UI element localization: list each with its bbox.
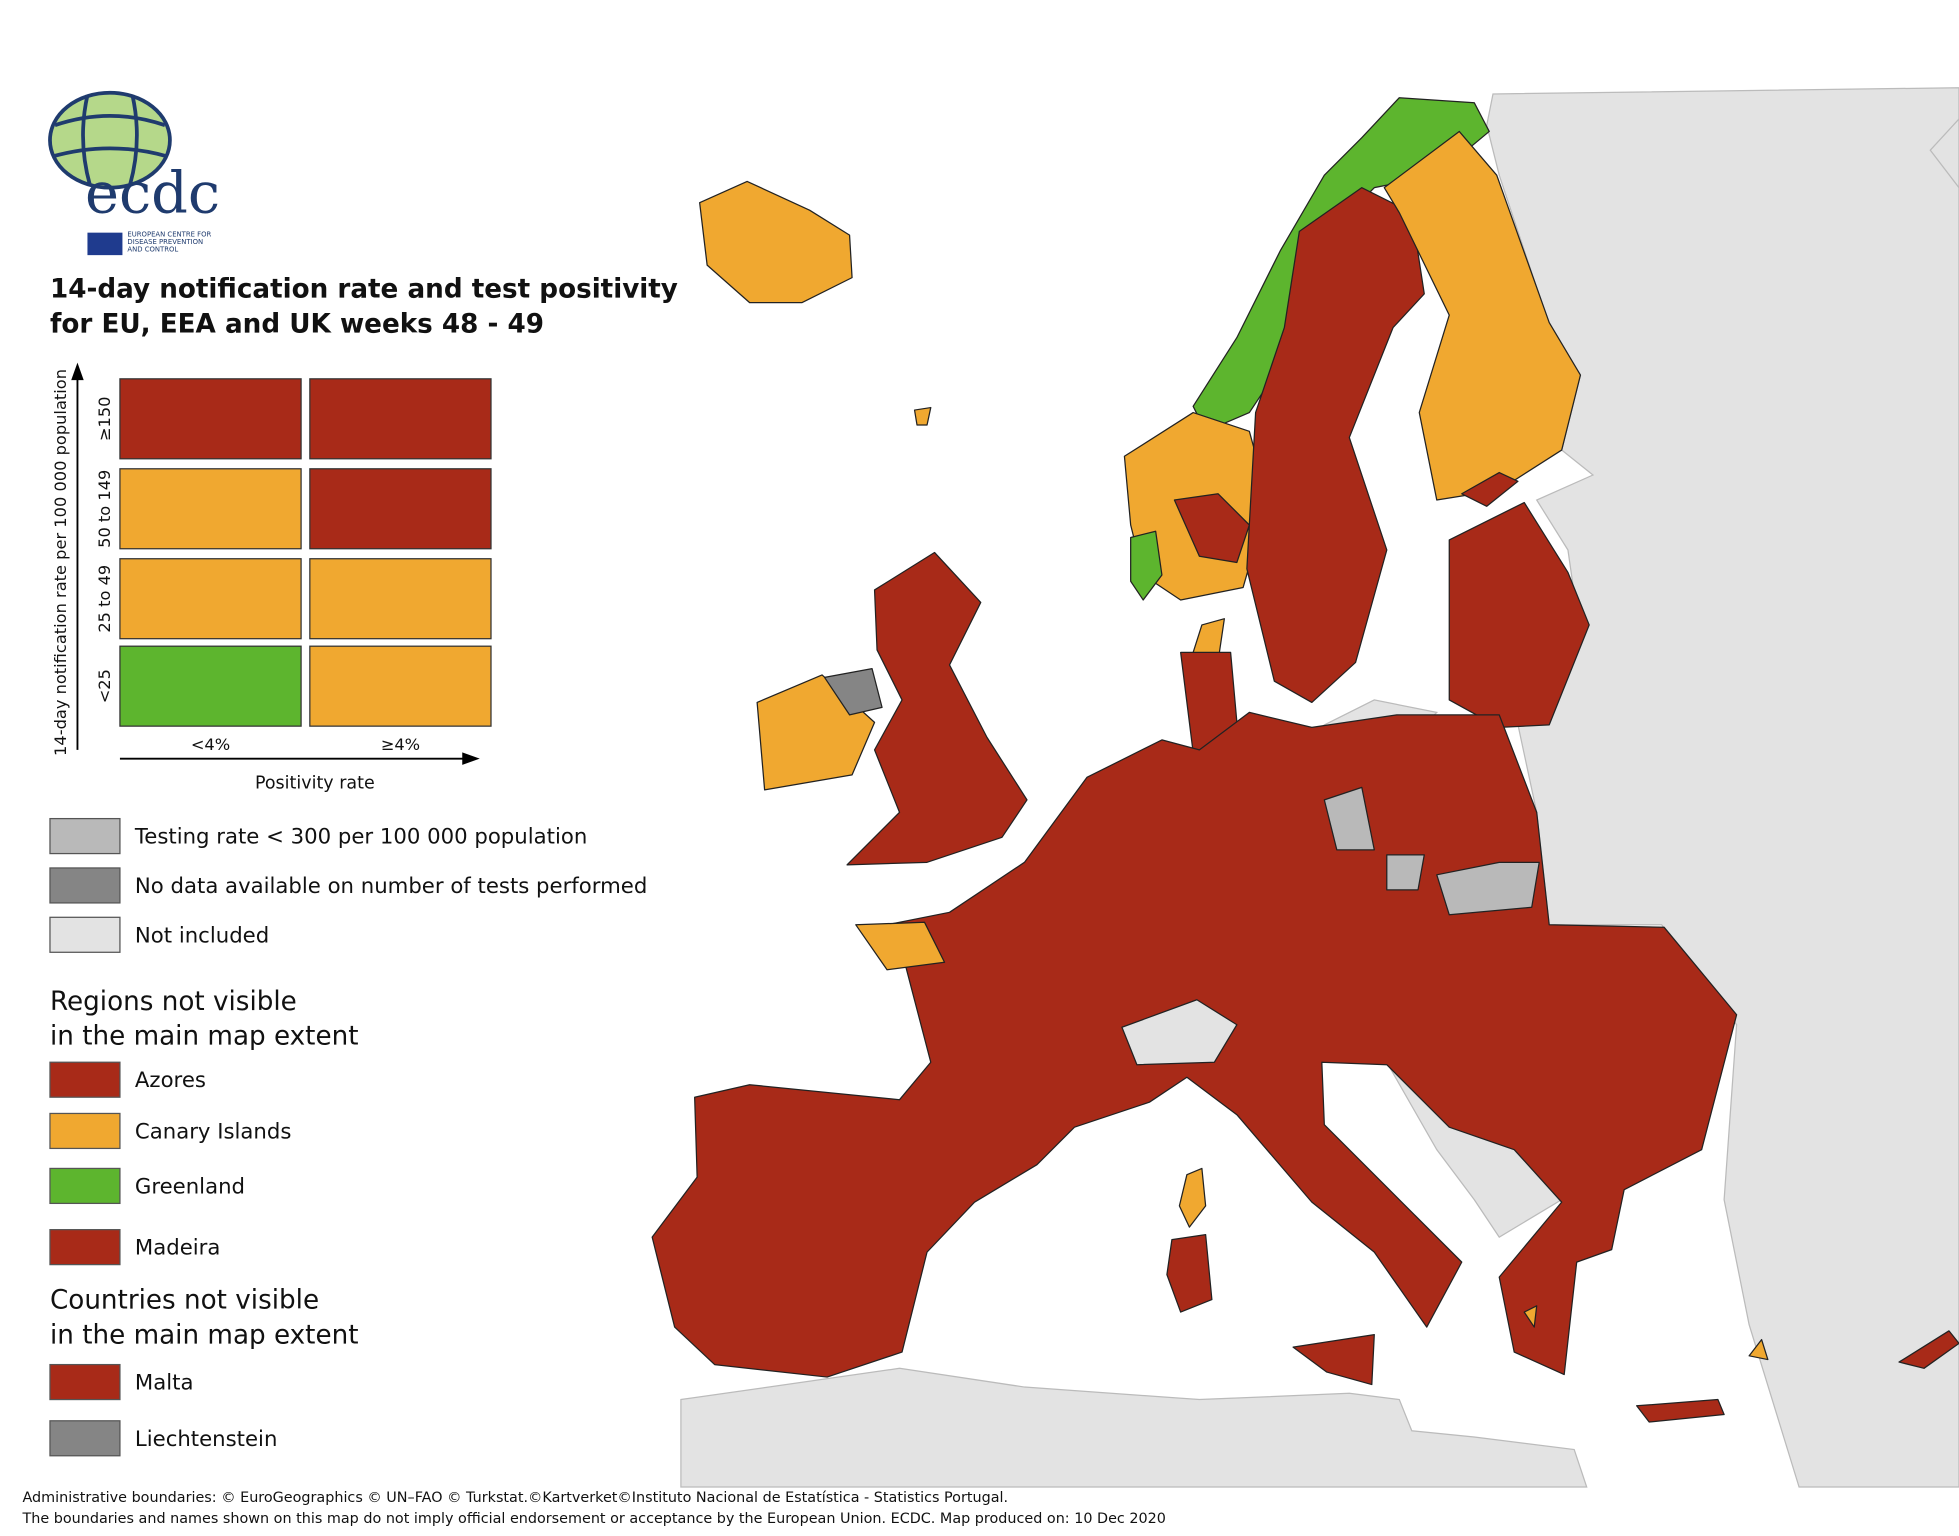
title: 14-day notification rate and test positi…: [50, 275, 678, 340]
legend-swatch: [49, 916, 121, 953]
legend-swatch: [49, 817, 121, 855]
greek-island-2: [1523, 1305, 1538, 1328]
legend-label: Canary Islands: [135, 1119, 291, 1144]
x-arrow-head: [462, 752, 480, 765]
cyprus: [1898, 1330, 1959, 1369]
sicily: [1292, 1333, 1375, 1386]
matrix-cell: [119, 645, 302, 727]
legend-label: No data available on number of tests per…: [135, 874, 647, 899]
poland-grey-1: [1323, 786, 1375, 851]
legend-swatch: [49, 867, 121, 904]
logo-agency: EUROPEAN CENTRE FOR DISEASE PREVENTION AND…: [127, 230, 211, 253]
legend-label: Greenland: [135, 1174, 245, 1199]
logo: ecdc EUROPEAN CENTRE FOR DISEASE PREVENTI…: [48, 90, 220, 256]
section-title: in the main map extent: [50, 1022, 359, 1052]
footer-line: The boundaries and names shown on this m…: [21, 1511, 1165, 1527]
row-label: ≥150: [95, 397, 114, 442]
section-title: Countries not visible: [50, 1285, 319, 1315]
matrix-cell: [119, 378, 302, 460]
poland-grey-3: [1436, 861, 1540, 916]
legend-label: Madeira: [135, 1236, 220, 1261]
section-title: in the main map extent: [50, 1320, 359, 1350]
legend-swatch: [49, 1363, 121, 1401]
baltics: [1448, 501, 1590, 729]
greek-island-1: [1748, 1338, 1769, 1361]
row-label: 50 to 149: [95, 470, 114, 548]
denmark-orange: [1192, 618, 1225, 654]
brittany: [855, 921, 946, 971]
legend: Testing rate < 300 per 100 000 populatio…: [49, 817, 647, 1457]
footer-line: Administrative boundaries: © EuroGeograp…: [22, 1490, 1008, 1506]
eu-flag: [87, 232, 123, 256]
legend-label: Liechtenstein: [135, 1427, 277, 1452]
y-arrow-head: [71, 362, 84, 381]
legend-swatch: [49, 1167, 121, 1205]
legend-swatch: [49, 1112, 121, 1150]
column-label: ≥4%: [381, 735, 420, 754]
matrix-cell: [119, 558, 302, 640]
sardinia: [1166, 1234, 1213, 1313]
matrix-cell: [309, 558, 492, 640]
corsica: [1178, 1167, 1207, 1228]
poland-grey-2: [1386, 854, 1425, 891]
northern-ireland: [823, 668, 883, 716]
matrix-cell: [309, 378, 492, 460]
faroe: [913, 406, 932, 426]
finland: [1383, 130, 1582, 501]
agency-line: AND CONTROL: [127, 245, 178, 253]
legend-label: Azores: [135, 1068, 206, 1093]
agency-line: EUROPEAN CENTRE FOR: [127, 230, 211, 238]
iceland: [699, 180, 853, 304]
norway-green-south: [1130, 530, 1163, 601]
row-label: 25 to 49: [95, 565, 114, 633]
crete: [1636, 1398, 1725, 1423]
agency-line: DISEASE PREVENTION: [127, 238, 203, 246]
y-axis-label: 14-day notification rate per 100 000 pop…: [51, 369, 70, 756]
matrix-cell: [119, 468, 302, 550]
legend-label: Malta: [135, 1371, 194, 1396]
title-line: for EU, EEA and UK weeks 48 - 49: [50, 310, 544, 340]
footer: Administrative boundaries: © EuroGeograp…: [21, 1490, 1165, 1527]
finland-red: [1461, 471, 1519, 507]
legend-swatch: [49, 1420, 121, 1457]
row-label: <25: [95, 669, 114, 703]
legend-label: Not included: [135, 923, 269, 948]
legend-matrix: ≥150 50 to 149 25 to 49 <25 <4% ≥4% Positivity…: [51, 362, 492, 794]
map-regions: [651, 97, 1959, 1423]
matrix-cell: [309, 468, 492, 550]
x-axis-label: Positivity rate: [255, 774, 375, 794]
norway-red: [1173, 493, 1250, 564]
united-kingdom: [846, 551, 1028, 866]
title-line: 14-day notification rate and test positi…: [50, 275, 678, 305]
column-label: <4%: [191, 735, 230, 754]
matrix-cell: [309, 645, 492, 727]
legend-swatch: [49, 1229, 121, 1266]
legend-swatch: [49, 1061, 121, 1098]
legend-label: Testing rate < 300 per 100 000 populatio…: [134, 825, 587, 850]
switzerland: [1121, 999, 1238, 1066]
logo-name: ecdc: [85, 160, 220, 227]
section-title: Regions not visible: [50, 987, 297, 1017]
